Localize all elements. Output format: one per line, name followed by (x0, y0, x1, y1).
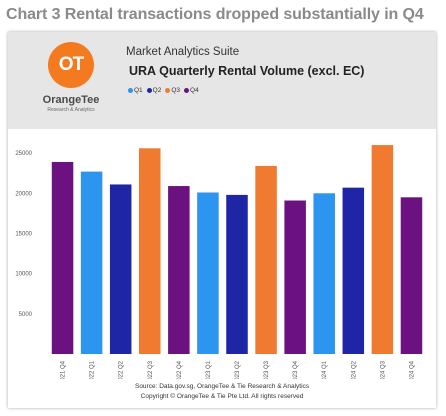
x-tick-label: 2021 Q4 (61, 360, 67, 379)
x-tick-label: 2023 Q3 (264, 360, 270, 379)
brand-tagline: Research & Analytics (47, 107, 95, 113)
legend-label: Q2 (152, 87, 162, 94)
legend-label: Q4 (190, 87, 199, 94)
x-tick-label: 2022 Q2 (119, 360, 125, 379)
bar-2021-q4 (51, 161, 74, 354)
page-heading: Chart 3 Rental transactions dropped subs… (6, 6, 424, 23)
bar-2024-q3 (371, 145, 394, 354)
bar-2022-q3 (139, 148, 161, 354)
y-tick-label: 20000 (15, 191, 32, 197)
bar-2023-q3 (255, 165, 277, 354)
bar-2023-q2 (226, 194, 248, 354)
y-tick-label: 25000 (15, 151, 32, 157)
legend-item-q4: Q4 (184, 87, 199, 94)
bar-2022-q1 (80, 171, 103, 354)
y-tick-label: 5000 (19, 312, 33, 318)
legend-label: Q3 (171, 87, 181, 94)
chart-legend: Q1 Q2 Q3 Q4 (128, 87, 199, 94)
x-tick-label: 2022 Q3 (148, 360, 154, 379)
legend-dot-icon (184, 88, 190, 93)
brand-name: OrangeTee (42, 94, 100, 106)
suite-name: Market Analytics Suite (126, 46, 240, 58)
y-tick-label: 10000 (15, 272, 32, 278)
x-tick-label: 2023 Q2 (235, 360, 241, 379)
y-tick-label: 15000 (15, 231, 32, 237)
bar-2022-q2 (109, 184, 132, 354)
bar-chart-plot: 5000 10000 15000 20000 25000 2021 Q4 2022 Q1 20… (15, 145, 423, 379)
copyright-text: Copyright © OrangeTee & Tie Pte Ltd. All… (140, 393, 304, 400)
x-tick-label: 2024 Q2 (351, 360, 357, 379)
orangetee-logo-icon: OT (48, 42, 94, 88)
chart-card: OT OrangeTee Research & Analytics Market… (8, 32, 436, 408)
legend-dot-icon (146, 88, 152, 93)
legend-dot-icon (165, 88, 171, 93)
x-tick-label: 2024 Q3 (380, 360, 386, 379)
logo-text: OT (58, 54, 84, 75)
x-tick-label: 2023 Q1 (206, 360, 212, 379)
x-tick-label: 2022 Q1 (90, 360, 96, 379)
bar-2024-q4 (400, 197, 423, 354)
chart-header: OT OrangeTee Research & Analytics Market… (8, 32, 436, 129)
chart-title: URA Quarterly Rental Volume (excl. EC) (129, 64, 365, 78)
x-tick-label: 2024 Q4 (409, 360, 415, 379)
bar-2024-q1 (313, 193, 335, 354)
x-tick-label: 2024 Q1 (322, 360, 328, 379)
x-tick-label: 2022 Q4 (177, 360, 183, 379)
legend-dot-icon (128, 88, 133, 93)
bar-2024-q2 (342, 187, 365, 354)
bar-2023-q4 (284, 200, 306, 354)
chart-source: Source: Data.gov.sg, OrangeTee & Tie Res… (8, 382, 436, 402)
legend-label: Q1 (134, 87, 143, 94)
bar-2022-q4 (168, 186, 190, 354)
legend-item-q3: Q3 (165, 87, 180, 94)
legend-item-q2: Q2 (146, 87, 162, 94)
source-text: Source: Data.gov.sg, OrangeTee & Tie Res… (134, 383, 310, 390)
bar-2023-q1 (197, 192, 219, 354)
x-tick-label: 2023 Q4 (293, 360, 299, 379)
legend-item-q1: Q1 (128, 87, 143, 94)
